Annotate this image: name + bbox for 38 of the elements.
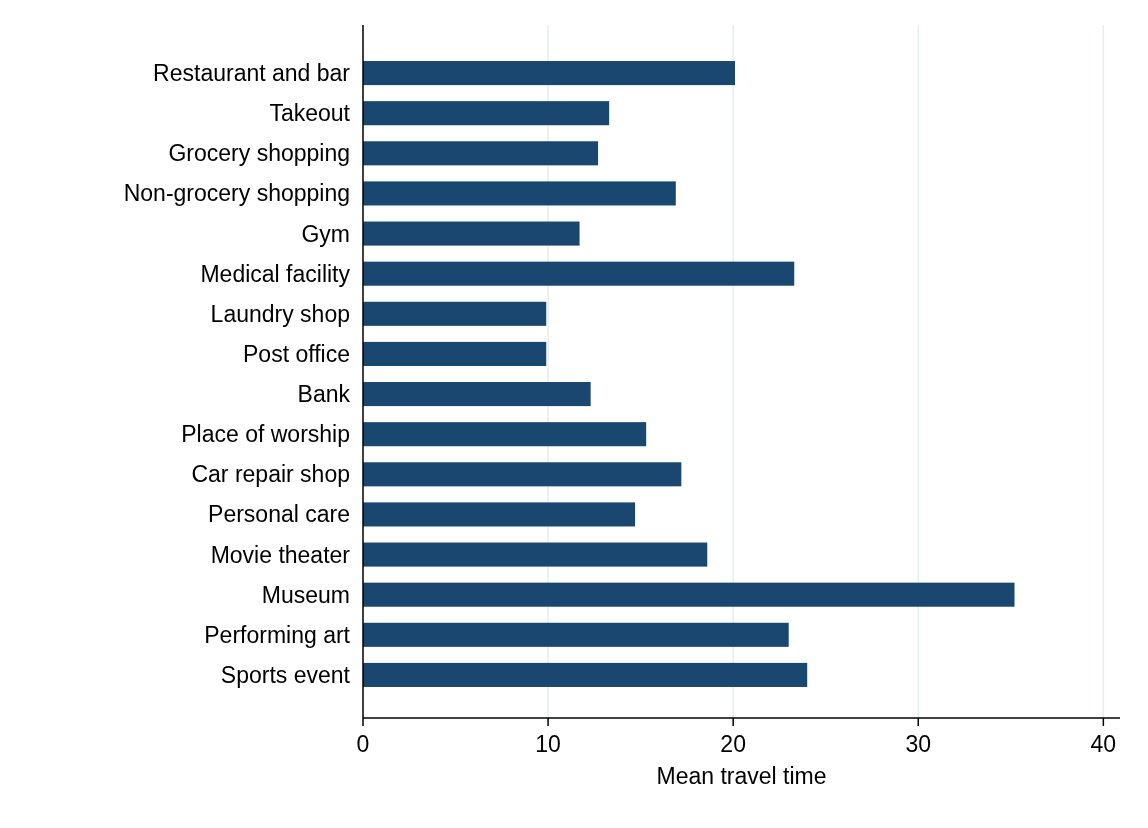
bar xyxy=(363,582,1015,607)
x-tick-label: 10 xyxy=(535,731,561,757)
x-tick-label: 0 xyxy=(356,731,370,757)
bar xyxy=(363,141,599,166)
y-tick-label: Takeout xyxy=(269,100,351,127)
y-tick-label: Personal care xyxy=(208,501,350,528)
y-tick-label: Sports event xyxy=(220,661,351,688)
y-tick-label: Restaurant and bar xyxy=(153,60,351,87)
bar xyxy=(363,341,547,366)
bar xyxy=(363,542,708,567)
y-tick-label: Movie theater xyxy=(210,541,351,568)
y-tick-label: Laundry shop xyxy=(210,300,350,327)
y-tick-label: Place of worship xyxy=(181,421,350,448)
bar xyxy=(363,382,591,407)
bar xyxy=(363,301,547,326)
bar xyxy=(363,462,682,487)
y-tick-label: Car repair shop xyxy=(191,461,350,488)
y-tick-label: Post office xyxy=(243,340,350,367)
bar xyxy=(363,622,789,647)
y-tick-label: Gym xyxy=(301,220,350,247)
y-tick-label: Performing art xyxy=(204,621,351,648)
bar xyxy=(363,101,610,126)
y-tick-label: Museum xyxy=(261,581,350,608)
bar xyxy=(363,422,647,447)
y-tick-label: Grocery shopping xyxy=(168,140,350,167)
y-tick-label: Medical facility xyxy=(200,260,351,287)
x-tick-label: 20 xyxy=(720,731,746,757)
bar xyxy=(363,502,636,527)
bar xyxy=(363,261,795,286)
y-tick-label: Bank xyxy=(297,381,351,408)
bar xyxy=(363,61,736,86)
bar xyxy=(363,181,676,206)
x-axis-title: Mean travel time xyxy=(656,763,827,789)
bar xyxy=(363,662,808,687)
bar xyxy=(363,221,580,246)
x-tick-label: 30 xyxy=(905,731,932,757)
x-tick-label: 40 xyxy=(1090,731,1117,757)
y-tick-label: Non-grocery shopping xyxy=(123,180,350,207)
